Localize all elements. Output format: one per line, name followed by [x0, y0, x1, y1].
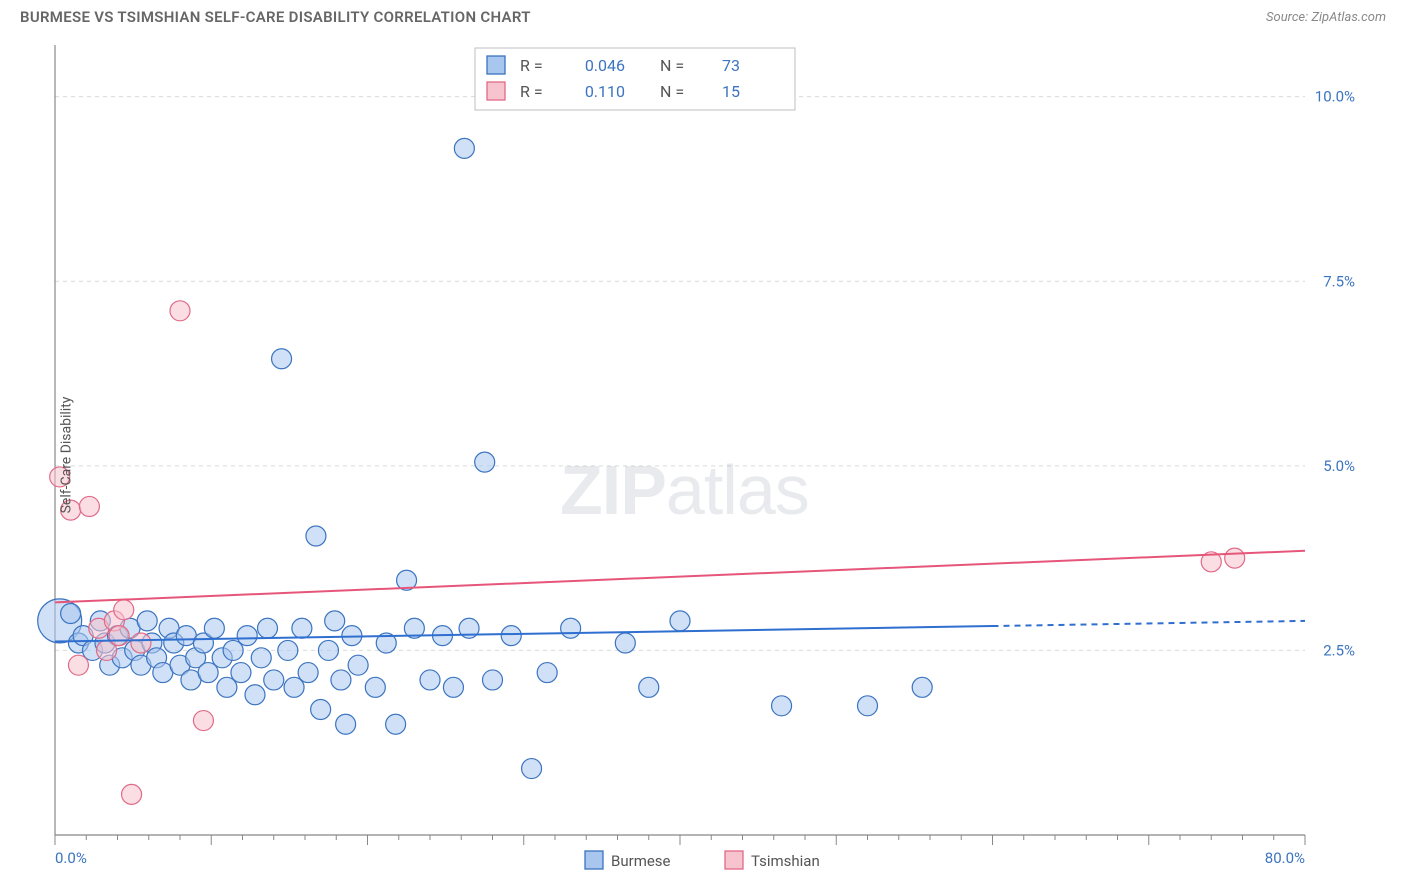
data-point: [561, 618, 581, 638]
svg-text:73: 73: [722, 56, 740, 75]
svg-text:7.5%: 7.5%: [1323, 272, 1355, 290]
data-point: [231, 663, 251, 683]
svg-text:10.0%: 10.0%: [1315, 88, 1355, 106]
data-point: [237, 626, 257, 646]
data-point: [68, 655, 88, 675]
svg-text:0.0%: 0.0%: [55, 849, 87, 867]
data-point: [772, 696, 792, 716]
data-point: [454, 138, 474, 158]
svg-text:2.5%: 2.5%: [1323, 641, 1355, 659]
svg-text:5.0%: 5.0%: [1323, 457, 1355, 475]
data-point: [522, 759, 542, 779]
chart-title: BURMESE VS TSIMSHIAN SELF-CARE DISABILIT…: [20, 8, 531, 26]
data-point: [264, 670, 284, 690]
data-point: [292, 618, 312, 638]
data-point: [204, 618, 224, 638]
data-point: [537, 663, 557, 683]
data-point: [443, 677, 463, 697]
data-point: [306, 526, 326, 546]
data-point: [79, 496, 99, 516]
data-point: [670, 611, 690, 631]
svg-text:0.110: 0.110: [585, 82, 625, 101]
data-point: [245, 685, 265, 705]
data-point: [298, 663, 318, 683]
data-point: [365, 677, 385, 697]
data-point: [348, 655, 368, 675]
source-prefix: Source:: [1266, 10, 1311, 25]
data-point: [858, 696, 878, 716]
data-point: [193, 711, 213, 731]
data-point: [251, 648, 271, 668]
legend-swatch: [585, 851, 603, 869]
data-point: [1225, 548, 1245, 568]
data-point: [318, 640, 338, 660]
trend-line: [55, 551, 1305, 603]
data-point: [483, 670, 503, 690]
data-point: [137, 611, 157, 631]
data-point: [336, 714, 356, 734]
data-point: [501, 626, 521, 646]
data-point: [131, 633, 151, 653]
legend-swatch: [487, 82, 505, 100]
svg-text:N =: N =: [660, 82, 684, 101]
data-point: [311, 699, 331, 719]
data-point: [170, 301, 190, 321]
svg-text:0.046: 0.046: [585, 56, 625, 75]
chart-source: Source: ZipAtlas.com: [1266, 10, 1386, 25]
svg-text:R =: R =: [520, 82, 543, 101]
svg-text:N =: N =: [660, 56, 684, 75]
data-point: [639, 677, 659, 697]
legend-label: Tsimshian: [751, 852, 820, 870]
legend-swatch: [725, 851, 743, 869]
data-point: [109, 626, 129, 646]
data-point: [331, 670, 351, 690]
data-point: [325, 611, 345, 631]
data-point: [258, 618, 278, 638]
legend-label: Burmese: [611, 852, 671, 870]
data-point: [278, 640, 298, 660]
y-axis-label: Self-Care Disability: [58, 397, 74, 514]
svg-text:80.0%: 80.0%: [1265, 849, 1305, 867]
data-point: [61, 604, 81, 624]
data-point: [272, 349, 292, 369]
data-point: [912, 677, 932, 697]
trend-line-extrapolated: [993, 621, 1306, 626]
svg-text:R =: R =: [520, 56, 543, 75]
scatter-chart: 2.5% 5.0% 7.5% 10.0% 0.0% 80.0% R = 0.046 N = 73 R…: [0, 30, 1406, 880]
legend-swatch: [487, 56, 505, 74]
data-point: [386, 714, 406, 734]
data-point: [420, 670, 440, 690]
data-point: [114, 600, 134, 620]
source-name: ZipAtlas.com: [1311, 10, 1386, 25]
chart-area: Self-Care Disability ZIPatlas 2.5%5.0%7.…: [0, 30, 1406, 880]
data-point: [615, 633, 635, 653]
data-point: [122, 784, 142, 804]
svg-text:15: 15: [722, 82, 740, 101]
data-point: [475, 452, 495, 472]
